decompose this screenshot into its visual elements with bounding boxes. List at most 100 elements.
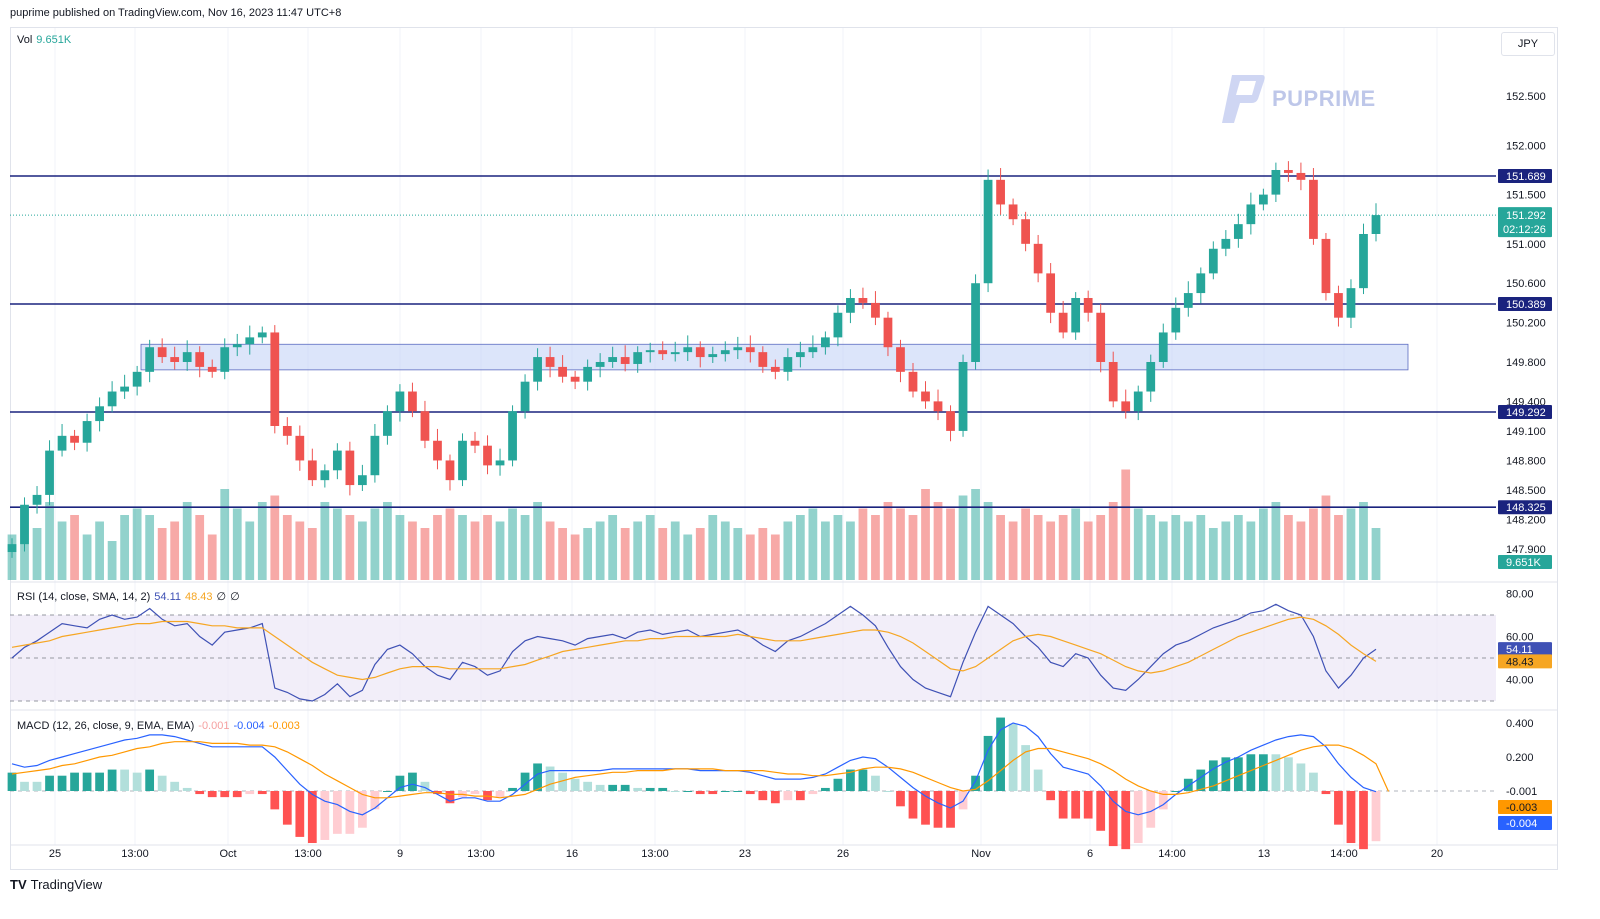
volume-bar: [808, 508, 818, 580]
macd-histogram-bar: [445, 791, 455, 804]
puprime-logo-icon: [1222, 75, 1265, 123]
rsi-band-fill: [10, 615, 1496, 701]
volume-bar: [1346, 508, 1356, 580]
horizontal-levels[interactable]: [10, 175, 1496, 509]
volume-bar: [470, 521, 480, 580]
candle-body: [1071, 297, 1081, 333]
macd-histogram-bar: [207, 791, 217, 798]
volume-bar: [1271, 502, 1281, 580]
rsi-tick-label: 60.00: [1506, 632, 1534, 644]
volume-bar: [883, 502, 893, 580]
tradingview-footer[interactable]: TV TradingView: [10, 877, 102, 892]
volume-bar: [408, 521, 417, 580]
candle-body: [232, 344, 242, 348]
volume-bar: [733, 528, 743, 580]
volume-bar: [545, 521, 555, 580]
candle-body: [157, 347, 167, 358]
candle-body: [508, 411, 517, 461]
volume-bar: [846, 521, 855, 580]
volume-bar: [1309, 508, 1318, 580]
time-tick-label: 25: [49, 848, 61, 860]
candle-body: [1008, 204, 1018, 220]
volume-bar: [608, 515, 618, 580]
price-tick-label: 151.000: [1506, 239, 1546, 251]
last-price-badge[interactable]: [1498, 207, 1552, 238]
macd-histogram-bar: [383, 791, 392, 792]
candle-body: [545, 357, 555, 367]
candle-body: [1246, 204, 1256, 225]
macd-histogram-bar: [107, 769, 117, 791]
rsi-value-badge[interactable]: [1498, 642, 1552, 657]
candle-body: [120, 386, 130, 392]
volume-bar: [558, 528, 567, 580]
candle-body: [871, 302, 880, 318]
macd-histogram-bar: [508, 787, 517, 791]
volume-bar: [1071, 508, 1081, 580]
volume-bar: [1096, 515, 1106, 580]
rsi-legend[interactable]: RSI (14, close, SMA, 14, 2) 54.11 48.43 ∅ ∅: [17, 590, 240, 603]
time-tick-label: 23: [739, 848, 751, 860]
volume-bar: [670, 521, 680, 580]
candle-body: [1096, 312, 1106, 362]
macd-line-value-badge[interactable]: [1498, 816, 1552, 830]
candle-body: [1221, 238, 1231, 249]
macd-histogram-bar: [1058, 791, 1068, 819]
level-price-badge[interactable]: [1498, 296, 1552, 311]
macd-histogram-bar: [95, 772, 104, 791]
candle-body: [1346, 288, 1356, 318]
candle-body: [445, 460, 455, 481]
rsi-sma-value-badge[interactable]: [1498, 654, 1552, 669]
candle-body: [795, 352, 805, 358]
level-price-badge-label: 149.292: [1506, 407, 1546, 419]
level-price-badge[interactable]: [1498, 405, 1552, 420]
candle-body: [1033, 243, 1043, 274]
candle-body: [770, 366, 780, 372]
rsi-legend-extra2: ∅: [230, 591, 240, 603]
macd-histogram-bar: [846, 769, 855, 791]
time-tick-label: 6: [1087, 848, 1093, 860]
candle-body: [345, 450, 355, 486]
volume-bar: [370, 508, 380, 580]
time-tick-label: 13:00: [294, 848, 322, 860]
macd-histogram-bar: [608, 784, 618, 791]
volume-bar: [282, 515, 292, 580]
rsi-tick-label: 80.00: [1506, 589, 1534, 601]
volume-value-badge[interactable]: [1498, 555, 1552, 569]
macd-histogram-bar: [1271, 754, 1281, 791]
candle-body: [57, 435, 67, 451]
macd-histogram-bar: [558, 772, 567, 791]
macd-histogram-bar: [1083, 791, 1093, 819]
candle-body: [495, 460, 505, 466]
level-price-badge[interactable]: [1498, 169, 1552, 183]
level-price-badge[interactable]: [1498, 500, 1552, 515]
macd-histogram-bar: [1296, 763, 1306, 791]
tradingview-footer-text: TradingView: [30, 877, 103, 892]
volume-legend[interactable]: Vol 9.651K: [17, 34, 71, 46]
resistance-zone: [140, 343, 1409, 371]
price-axis[interactable]: 152.500 152.000 151.500 151.000 150.600 150.2…: [1498, 91, 1552, 569]
candle-body: [7, 544, 17, 553]
macd-histogram-bar: [270, 791, 280, 810]
candle-body: [332, 450, 342, 471]
volume-bar: [157, 528, 167, 580]
candle-body: [1309, 179, 1318, 239]
volume-bar: [82, 534, 92, 580]
candle-body: [145, 347, 155, 372]
candle-body: [1334, 293, 1343, 318]
macd-histogram-bar: [570, 778, 580, 791]
currency-button[interactable]: JPY: [1501, 32, 1555, 56]
time-axis[interactable]: 25 13:00 Oct 13:00 9 13:00 16 13:00 23 26 Nov 6 14:0…: [49, 848, 1443, 860]
macd-legend[interactable]: MACD (12, 26, close, 9, EMA, EMA) -0.001-…: [17, 720, 300, 732]
macd-histogram-bar: [470, 791, 480, 795]
macd-histogram-bar: [1359, 791, 1368, 850]
macd-histogram-bar: [545, 766, 555, 791]
macd-signal-value-badge[interactable]: [1498, 800, 1552, 814]
candle-body: [307, 460, 317, 481]
candle-body: [1233, 224, 1243, 239]
candle-body: [908, 371, 918, 392]
candle-body: [1258, 194, 1268, 205]
rsi-tick-label: 40.00: [1506, 675, 1534, 687]
macd-hist-value-badge[interactable]: [1498, 784, 1552, 798]
